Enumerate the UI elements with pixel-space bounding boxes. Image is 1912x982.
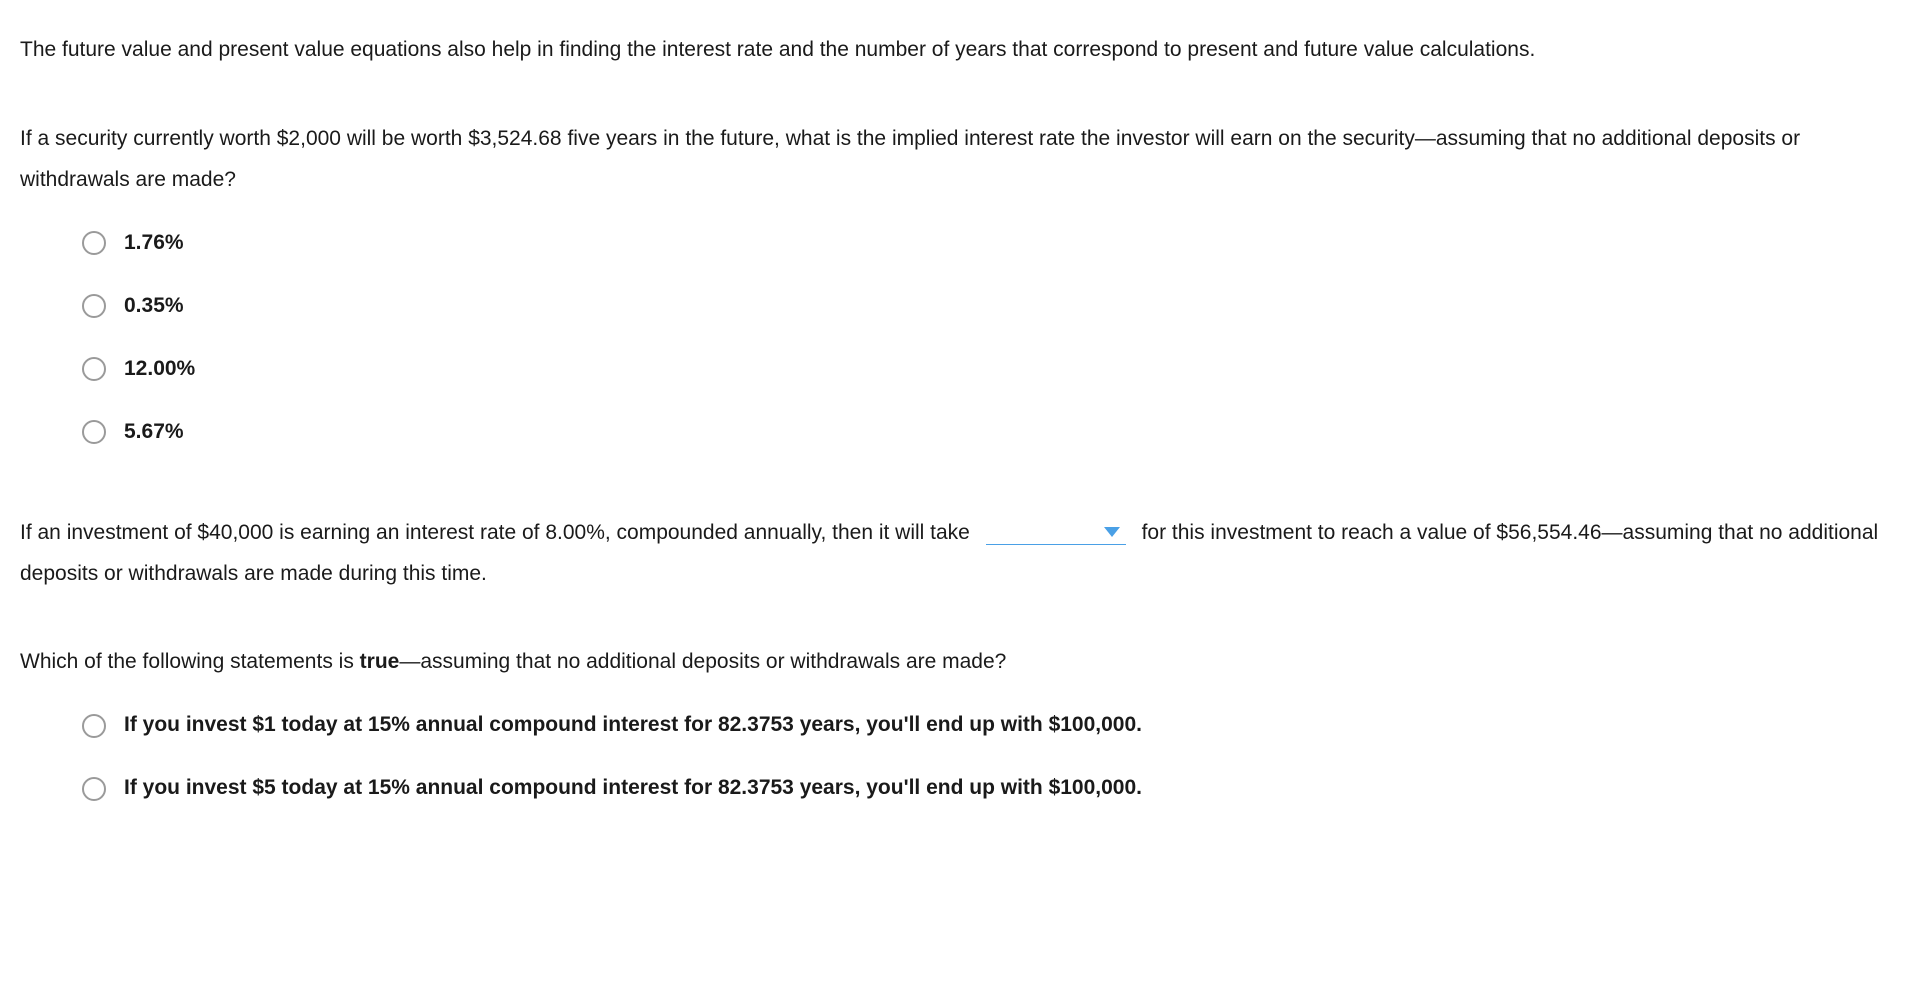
- quiz-page: The future value and present value equat…: [0, 0, 1912, 871]
- q3-option-2[interactable]: If you invest $5 today at 15% annual com…: [82, 768, 1892, 809]
- radio-icon[interactable]: [82, 357, 106, 381]
- radio-icon[interactable]: [82, 420, 106, 444]
- q1-option-3-label: 12.00%: [124, 349, 195, 390]
- q3-prompt-after-bold: —assuming that no additional deposits or…: [399, 650, 1006, 673]
- radio-icon[interactable]: [82, 231, 106, 255]
- intro-paragraph: The future value and present value equat…: [20, 30, 1892, 71]
- chevron-down-icon: [1104, 527, 1120, 537]
- q1-option-4[interactable]: 5.67%: [82, 412, 1892, 453]
- q1-options: 1.76% 0.35% 12.00% 5.67%: [20, 223, 1892, 453]
- q1-option-2[interactable]: 0.35%: [82, 286, 1892, 327]
- radio-icon[interactable]: [82, 714, 106, 738]
- q1-option-2-label: 0.35%: [124, 286, 184, 327]
- q2-prompt-before: If an investment of $40,000 is earning a…: [20, 521, 970, 544]
- q1-option-4-label: 5.67%: [124, 412, 184, 453]
- q1-option-1-label: 1.76%: [124, 223, 184, 264]
- q3-option-1-label: If you invest $1 today at 15% annual com…: [124, 705, 1142, 746]
- q2-prompt: If an investment of $40,000 is earning a…: [20, 513, 1892, 595]
- q3-prompt-bold: true: [360, 650, 400, 673]
- q3-prompt: Which of the following statements is tru…: [20, 642, 1892, 683]
- q1-option-1[interactable]: 1.76%: [82, 223, 1892, 264]
- q3-option-1[interactable]: If you invest $1 today at 15% annual com…: [82, 705, 1892, 746]
- q3-option-2-label: If you invest $5 today at 15% annual com…: [124, 768, 1142, 809]
- radio-icon[interactable]: [82, 777, 106, 801]
- years-dropdown-value: [992, 522, 1104, 542]
- radio-icon[interactable]: [82, 294, 106, 318]
- q1-option-3[interactable]: 12.00%: [82, 349, 1892, 390]
- q3-prompt-before-bold: Which of the following statements is: [20, 650, 360, 673]
- q3-options: If you invest $1 today at 15% annual com…: [20, 705, 1892, 809]
- q1-prompt: If a security currently worth $2,000 wil…: [20, 119, 1892, 201]
- years-dropdown[interactable]: [986, 522, 1126, 545]
